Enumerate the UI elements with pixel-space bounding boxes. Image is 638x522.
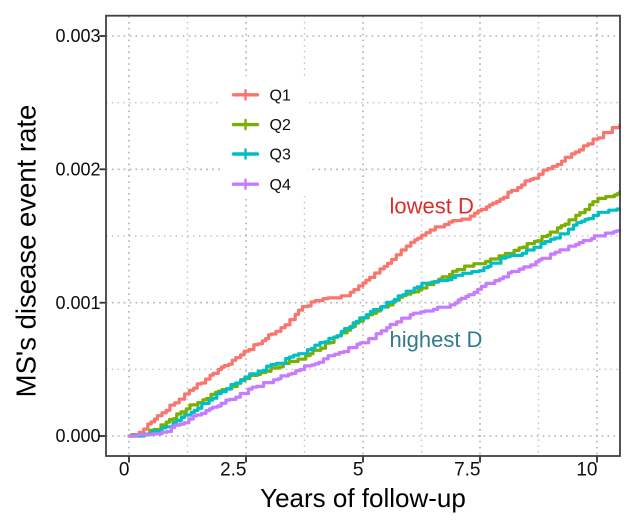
svg-text:0: 0 xyxy=(119,459,130,480)
svg-text:lowest D: lowest D xyxy=(390,194,474,219)
svg-text:2.5: 2.5 xyxy=(220,459,246,480)
svg-text:Q1: Q1 xyxy=(270,87,291,104)
svg-text:highest D: highest D xyxy=(390,327,483,352)
svg-text:Years of follow-up: Years of follow-up xyxy=(260,483,466,513)
svg-text:0.000: 0.000 xyxy=(55,426,100,446)
svg-text:MS's disease event rate: MS's disease event rate xyxy=(11,105,42,398)
svg-text:0.002: 0.002 xyxy=(55,160,100,180)
svg-text:7.5: 7.5 xyxy=(454,459,480,480)
svg-text:5: 5 xyxy=(353,459,364,480)
svg-text:Q2: Q2 xyxy=(270,117,291,134)
svg-text:Q3: Q3 xyxy=(270,147,291,164)
svg-text:10: 10 xyxy=(576,459,597,480)
svg-text:0.001: 0.001 xyxy=(55,293,100,313)
svg-text:0.003: 0.003 xyxy=(55,26,100,46)
svg-text:Q4: Q4 xyxy=(270,177,291,194)
